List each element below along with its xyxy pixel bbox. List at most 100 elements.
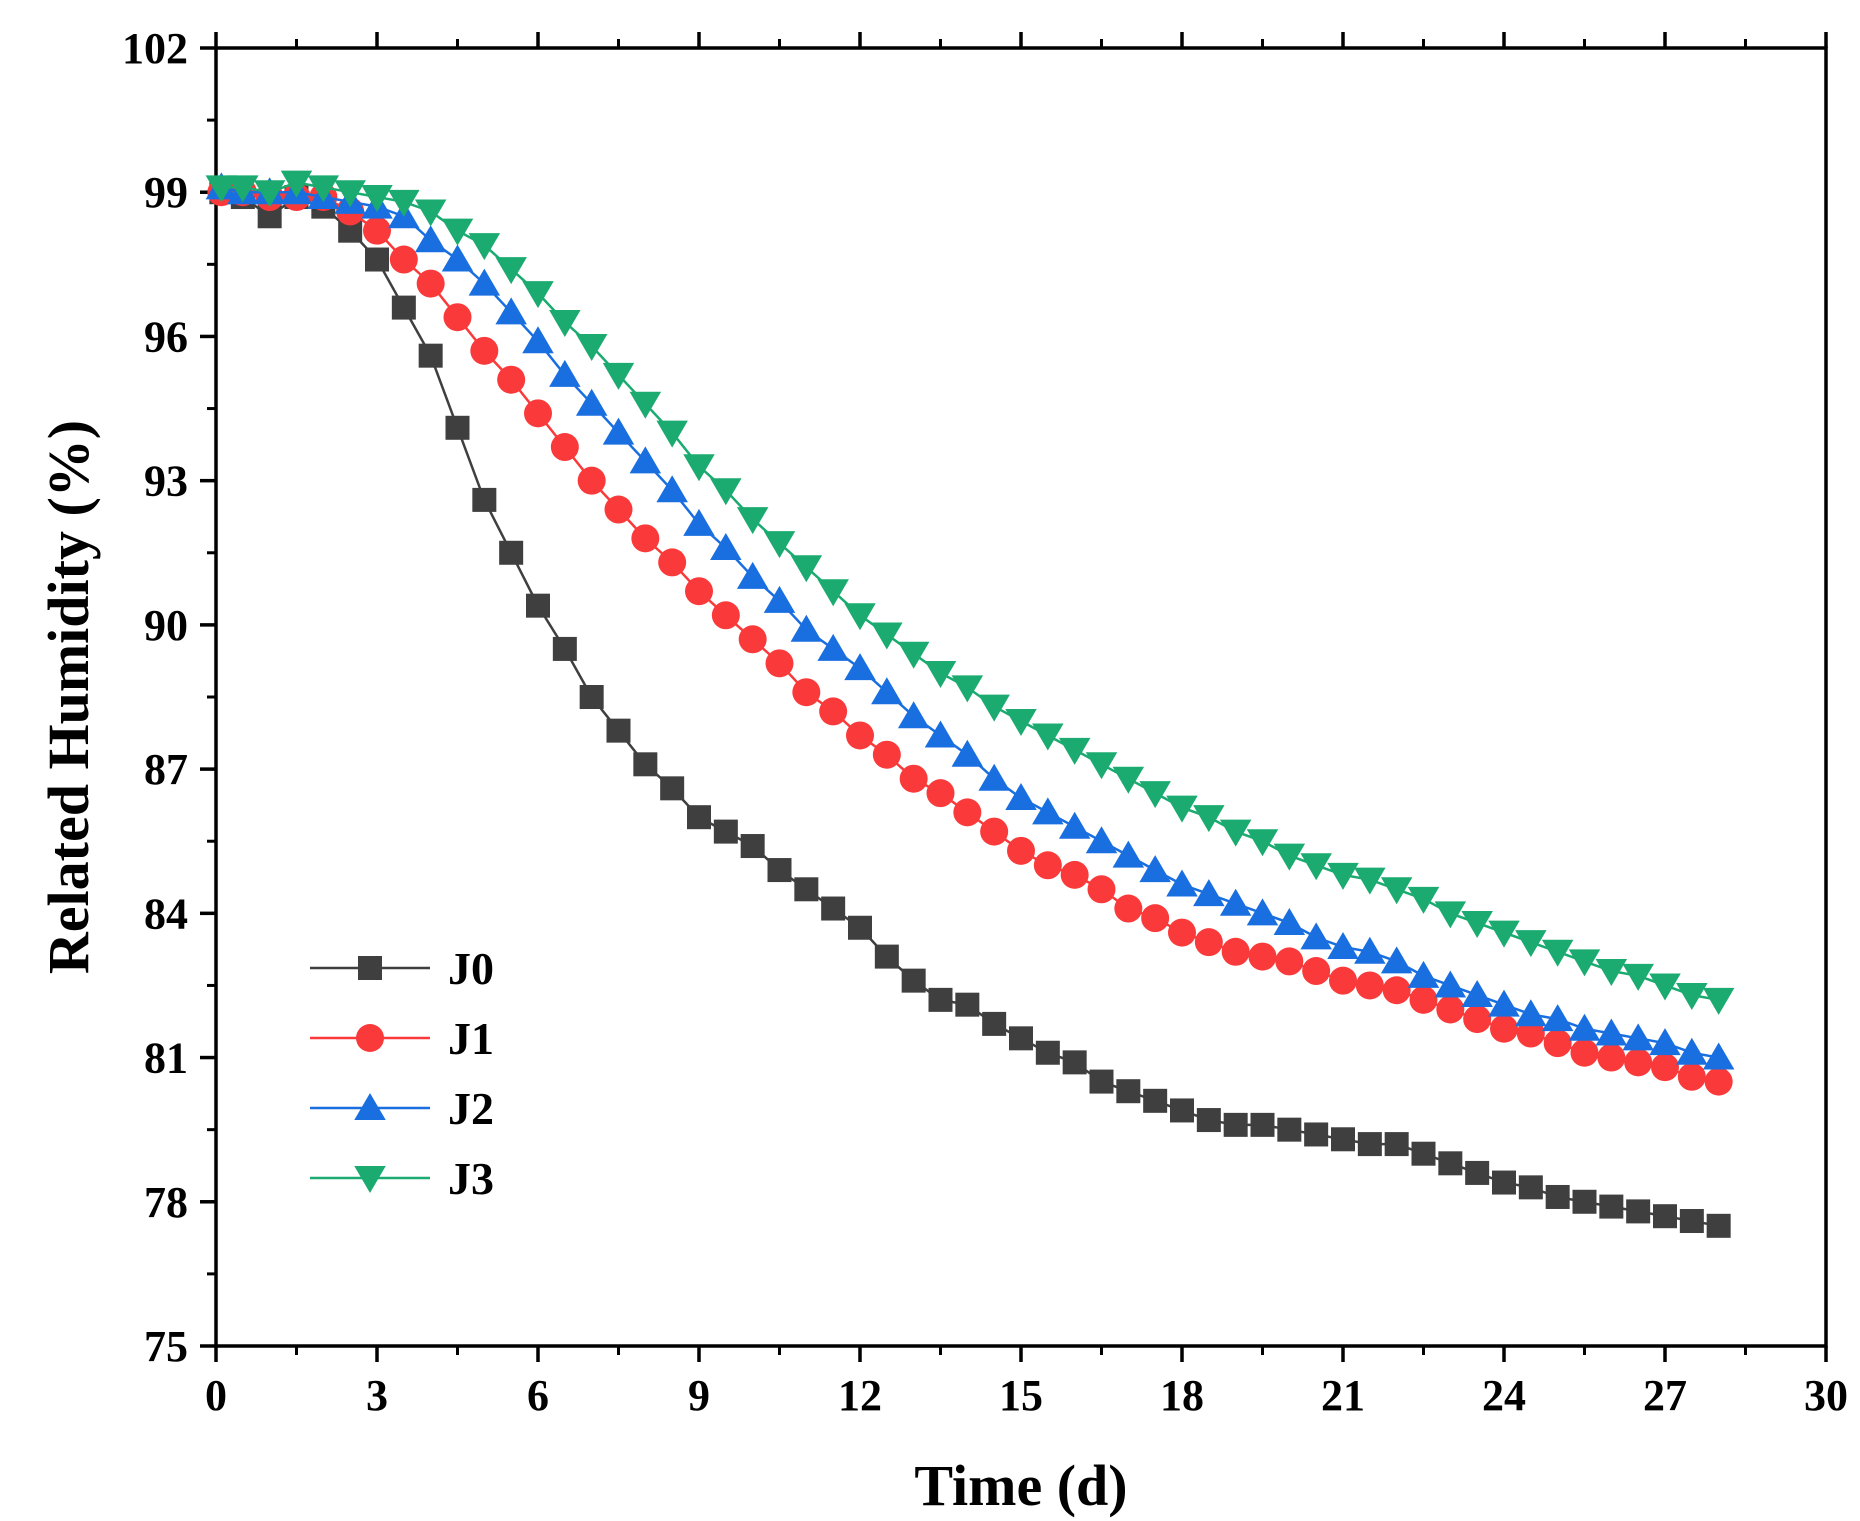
data-point xyxy=(1196,1108,1221,1133)
data-point xyxy=(1114,894,1143,923)
data-point xyxy=(1329,966,1357,995)
data-point xyxy=(1518,1175,1543,1200)
data-point xyxy=(901,968,926,993)
data-point xyxy=(1087,875,1116,904)
data-point xyxy=(1005,782,1037,810)
data-point xyxy=(361,185,393,213)
data-point xyxy=(365,247,389,272)
legend-marker xyxy=(356,1024,384,1052)
data-point xyxy=(604,495,633,524)
data-point xyxy=(1541,1004,1574,1032)
data-point xyxy=(844,603,876,631)
data-point xyxy=(1407,960,1440,988)
legend-marker xyxy=(354,1093,386,1120)
data-point xyxy=(1116,1079,1141,1104)
y-tick-label: 102 xyxy=(122,24,188,73)
data-point xyxy=(1384,1132,1409,1157)
data-point xyxy=(871,677,903,705)
data-point xyxy=(522,281,554,309)
legend-item-j2: J2 xyxy=(310,1083,494,1134)
data-point xyxy=(1193,879,1225,907)
data-point xyxy=(468,233,501,261)
data-point xyxy=(1677,1062,1706,1091)
data-point xyxy=(924,720,957,748)
legend-marker xyxy=(354,1166,386,1193)
legend-item-j0: J0 xyxy=(310,943,494,994)
data-point xyxy=(1515,930,1547,958)
y-tick-label: 78 xyxy=(144,1178,188,1227)
data-point xyxy=(629,446,662,474)
data-point xyxy=(1465,1160,1490,1185)
data-point xyxy=(685,577,713,606)
data-point xyxy=(470,336,499,365)
data-point xyxy=(416,269,445,298)
data-point xyxy=(1492,1170,1516,1195)
data-point xyxy=(897,701,930,729)
data-point xyxy=(1033,851,1062,880)
y-axis-title: Related Humidity (%) xyxy=(36,420,101,974)
data-point xyxy=(1649,973,1681,1001)
data-point xyxy=(1007,836,1035,865)
data-point xyxy=(658,548,687,577)
data-point xyxy=(1141,904,1170,933)
data-point xyxy=(1380,946,1413,974)
data-point xyxy=(1570,1038,1599,1067)
data-point xyxy=(980,817,1009,846)
data-point xyxy=(1461,910,1493,938)
x-tick-label: 24 xyxy=(1482,1371,1526,1420)
data-point xyxy=(1009,1026,1033,1051)
data-point xyxy=(1221,937,1250,966)
x-tick-label: 18 xyxy=(1160,1371,1204,1420)
data-point xyxy=(955,992,980,1017)
data-point xyxy=(1143,1088,1168,1113)
data-point xyxy=(1112,840,1145,868)
data-point xyxy=(389,245,418,274)
data-point xyxy=(819,697,848,726)
data-point xyxy=(1060,860,1089,889)
data-point xyxy=(1624,1048,1653,1077)
data-point xyxy=(1089,1069,1114,1094)
data-point xyxy=(526,593,550,618)
data-point xyxy=(1461,980,1493,1008)
x-tick-label: 15 xyxy=(999,1371,1043,1420)
data-point xyxy=(1302,957,1331,986)
data-point xyxy=(497,365,526,394)
data-point xyxy=(1058,811,1091,839)
data-point xyxy=(1219,888,1252,916)
data-point xyxy=(1170,1098,1194,1123)
data-point xyxy=(1354,867,1386,895)
data-point xyxy=(763,531,796,559)
y-tick-label: 93 xyxy=(144,457,188,506)
data-point xyxy=(790,614,823,642)
data-point xyxy=(1626,1199,1651,1224)
y-tick-label: 87 xyxy=(144,745,188,794)
data-point xyxy=(792,678,821,707)
data-point xyxy=(1463,1005,1492,1034)
data-point xyxy=(899,764,928,793)
data-point xyxy=(1085,752,1118,780)
data-point xyxy=(1651,1053,1679,1082)
data-point xyxy=(660,776,685,801)
data-point xyxy=(307,175,340,203)
data-point xyxy=(1005,709,1037,737)
data-point xyxy=(656,420,688,448)
data-point xyxy=(683,454,715,482)
data-point xyxy=(1300,922,1332,950)
data-point xyxy=(577,466,606,495)
data-point xyxy=(844,653,876,681)
data-point xyxy=(1541,939,1574,967)
data-point xyxy=(978,763,1010,791)
data-point xyxy=(550,433,579,462)
x-tick-label: 3 xyxy=(366,1371,388,1420)
data-point xyxy=(414,199,447,227)
y-tick-label: 81 xyxy=(144,1034,188,1083)
x-tick-label: 12 xyxy=(838,1371,882,1420)
data-point xyxy=(445,415,470,440)
data-point xyxy=(683,508,715,536)
data-point xyxy=(1194,928,1223,957)
axes: 0 3 6 9 12 15 18 21 24 27 30 75 78 81 84 87 90 93 96 99 102 xyxy=(122,24,1848,1420)
legend-item-j3: J3 xyxy=(310,1153,494,1204)
legend-marker xyxy=(358,956,382,980)
data-point xyxy=(1702,987,1735,1015)
